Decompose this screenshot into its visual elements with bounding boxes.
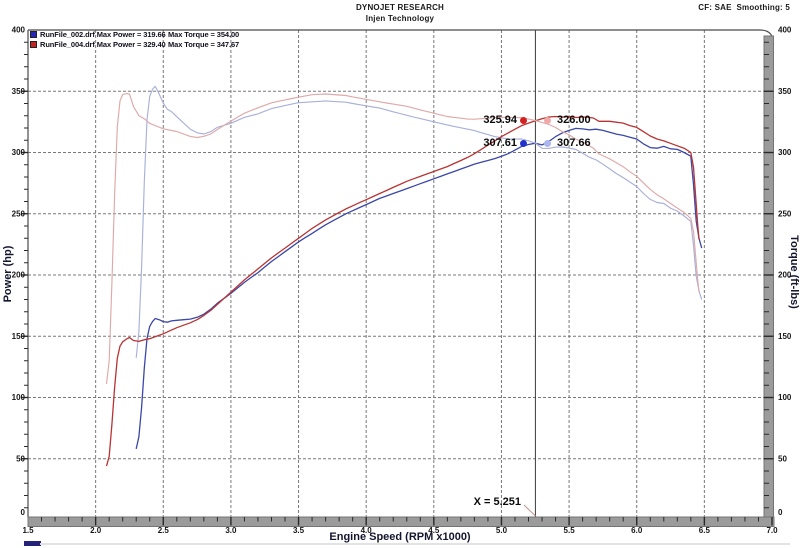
x-axis-title: Engine Speed (RPM x1000) (329, 531, 471, 543)
legend-file-power-004: RunFile_004.drf Max Power = 329.40 (40, 39, 166, 49)
red-torque-dot (544, 117, 551, 124)
curve-blue_power (135, 127, 703, 450)
svg-text:4.5: 4.5 (428, 526, 440, 535)
cropped-window-edge (24, 541, 41, 546)
svg-text:50: 50 (16, 454, 25, 463)
cropped-window-strip (40, 543, 790, 545)
curve-red_power (105, 115, 700, 467)
svg-text:300: 300 (778, 148, 792, 157)
legend-torque-004: Max Torque = 347.67 (168, 39, 240, 49)
red-power-value-label: 325.94 (483, 114, 517, 126)
blue-torque-dot (544, 139, 551, 147)
cursor-x-label: X = 5.251 (473, 496, 521, 508)
svg-text:200: 200 (778, 271, 792, 280)
plot-frame (27, 29, 775, 527)
svg-text:150: 150 (778, 332, 792, 341)
svg-text:3.0: 3.0 (225, 526, 237, 535)
blue-torque-value-label: 307.66 (557, 136, 591, 149)
svg-text:250: 250 (778, 209, 792, 218)
red-power-dot (519, 117, 527, 124)
svg-text:100: 100 (12, 393, 26, 402)
blue-power-value-label: 307.61 (483, 136, 517, 149)
svg-text:350: 350 (12, 87, 26, 96)
svg-text:7.0: 7.0 (766, 526, 778, 535)
red-torque-value-label: 326.00 (557, 114, 591, 126)
svg-text:5.5: 5.5 (564, 526, 576, 535)
svg-text:300: 300 (12, 148, 26, 157)
curve-blue_torque (135, 85, 703, 358)
svg-text:6.5: 6.5 (699, 526, 711, 535)
svg-text:50: 50 (778, 454, 787, 463)
svg-text:0: 0 (778, 508, 783, 517)
y-right-axis-title: Torque (ft-lbs) (788, 235, 800, 309)
curve-red_torque (105, 93, 700, 384)
svg-text:2.0: 2.0 (90, 526, 102, 535)
svg-text:1.5: 1.5 (22, 526, 34, 535)
y-left-axis-title: Power (hp) (2, 245, 14, 302)
gridlines (28, 30, 764, 517)
svg-text:200: 200 (12, 271, 26, 280)
correction-smoothing-label: CF: SAE Smoothing: 5 (698, 3, 790, 12)
svg-text:0: 0 (21, 508, 26, 517)
generated-chart-layers: 0 0 50 50 100 100 150 150 200 200 250 250 300 300 350 3… (12, 26, 792, 536)
legend-swatch-red (30, 41, 37, 48)
svg-text:3.5: 3.5 (293, 526, 305, 535)
svg-text:4.0: 4.0 (361, 526, 373, 535)
blue-power-dot (519, 139, 527, 147)
legend-file-power-002: RunFile_002.drf Max Power = 319.66 (40, 29, 166, 39)
page-subtitle: Injen Technology (365, 14, 435, 23)
svg-text:2.5: 2.5 (158, 526, 170, 535)
svg-text:400: 400 (778, 26, 792, 35)
axis-ticks-and-labels: 0 0 50 50 100 100 150 150 200 200 250 250 300 300 350 3… (12, 26, 792, 536)
svg-text:5.0: 5.0 (496, 526, 508, 535)
curves (105, 85, 703, 467)
legend-swatch-blue (30, 31, 37, 38)
svg-text:150: 150 (12, 332, 26, 341)
svg-text:350: 350 (778, 87, 792, 96)
svg-text:100: 100 (778, 393, 792, 402)
svg-text:6.0: 6.0 (631, 526, 643, 535)
page-title: DYNOJET RESEARCH (355, 3, 445, 12)
legend-torque-002: Max Torque = 354.00 (168, 29, 240, 39)
svg-text:250: 250 (12, 209, 26, 218)
cursor-leader-line (523, 504, 536, 517)
svg-text:400: 400 (12, 26, 26, 35)
